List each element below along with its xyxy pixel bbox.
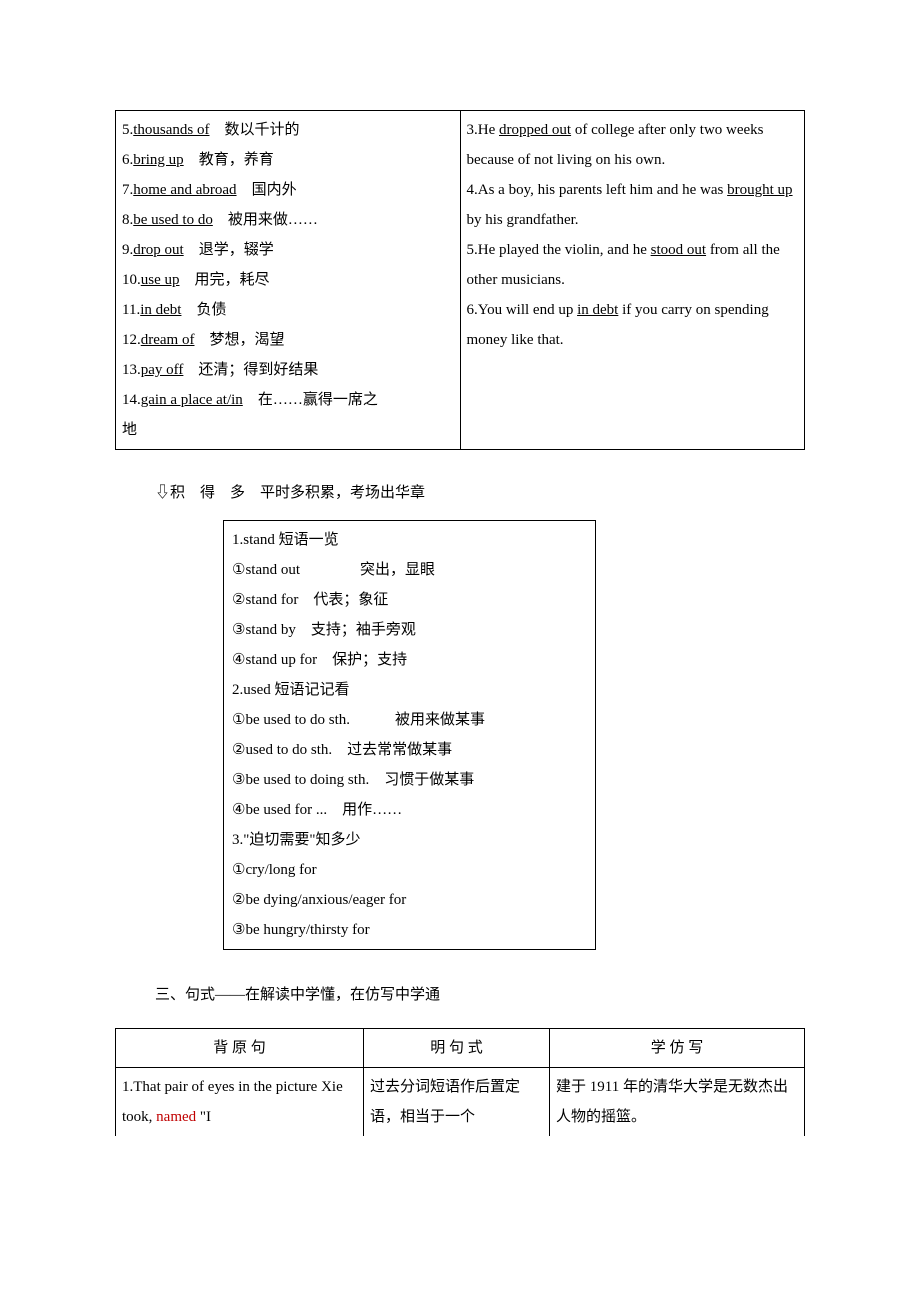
vocab-item: 11.in debt 负债: [122, 295, 454, 325]
col-header: 明 句 式: [364, 1029, 550, 1068]
box-line: ③be used to doing sth. 习惯于做某事: [232, 765, 587, 795]
example-indent: [467, 355, 799, 385]
box-line: ②used to do sth. 过去常常做某事: [232, 735, 587, 765]
vocab-item: 7.home and abroad 国内外: [122, 175, 454, 205]
vocab-item: 9.drop out 退学，辍学: [122, 235, 454, 265]
sentence-pattern-heading: 三、句式——在解读中学懂，在仿写中学通: [155, 980, 805, 1010]
vocab-item: 13.pay off 还清；得到好结果: [122, 355, 454, 385]
vocab-right-cell: 3.He dropped out of college after only t…: [460, 111, 805, 450]
box-line: ④be used for ... 用作……: [232, 795, 587, 825]
box-line: ②be dying/anxious/eager for: [232, 885, 587, 915]
box-line: ③be hungry/thirsty for: [232, 915, 587, 945]
vocab-item: 6.bring up 教育，养育: [122, 145, 454, 175]
vocab-item: 12.dream of 梦想，渴望: [122, 325, 454, 355]
original-sentence: 1.That pair of eyes in the picture Xie t…: [116, 1068, 364, 1137]
imitation-write: 建于 1911 年的清华大学是无数杰出人物的摇篮。: [550, 1068, 805, 1137]
box-line: 3."迫切需要"知多少: [232, 825, 587, 855]
box-line: 1.stand 短语一览: [232, 525, 587, 555]
example-sentence: 3.He dropped out of college after only t…: [467, 115, 799, 175]
example-sentence: 6.You will end up in debt if you carry o…: [467, 295, 799, 355]
vocab-left-cell: 5.thousands of 数以千计的 6.bring up 教育，养育 7.…: [116, 111, 461, 450]
vocab-item: 10.use up 用完，耗尽: [122, 265, 454, 295]
vocab-item: 14.gain a place at/in 在……赢得一席之: [122, 385, 454, 415]
sentence-table: 背 原 句 明 句 式 学 仿 写 1.That pair of eyes in…: [115, 1028, 805, 1136]
col-header: 背 原 句: [116, 1029, 364, 1068]
vocab-item: 8.be used to do 被用来做……: [122, 205, 454, 235]
box-line: ④stand up for 保护；支持: [232, 645, 587, 675]
col-header: 学 仿 写: [550, 1029, 805, 1068]
box-line: 2.used 短语记记看: [232, 675, 587, 705]
vocab-table: 5.thousands of 数以千计的 6.bring up 教育，养育 7.…: [115, 110, 805, 450]
example-sentence: 4.As a boy, his parents left him and he …: [467, 175, 799, 235]
vocab-item: 5.thousands of 数以千计的: [122, 115, 454, 145]
box-line: ③stand by 支持；袖手旁观: [232, 615, 587, 645]
accumulate-heading: ⇩积 得 多 平时多积累，考场出华章: [155, 478, 805, 508]
box-line: ①be used to do sth. 被用来做某事: [232, 705, 587, 735]
example-sentence: 5.He played the violin, and he stood out…: [467, 235, 799, 295]
box-line: ①stand out 突出，显眼: [232, 555, 587, 585]
vocab-item-tail: 地: [122, 415, 454, 445]
pattern-explain: 过去分词短语作后置定语，相当于一个: [364, 1068, 550, 1137]
box-line: ①cry/long for: [232, 855, 587, 885]
phrase-box: 1.stand 短语一览 ①stand out 突出，显眼 ②stand for…: [223, 520, 596, 950]
box-line: ②stand for 代表；象征: [232, 585, 587, 615]
